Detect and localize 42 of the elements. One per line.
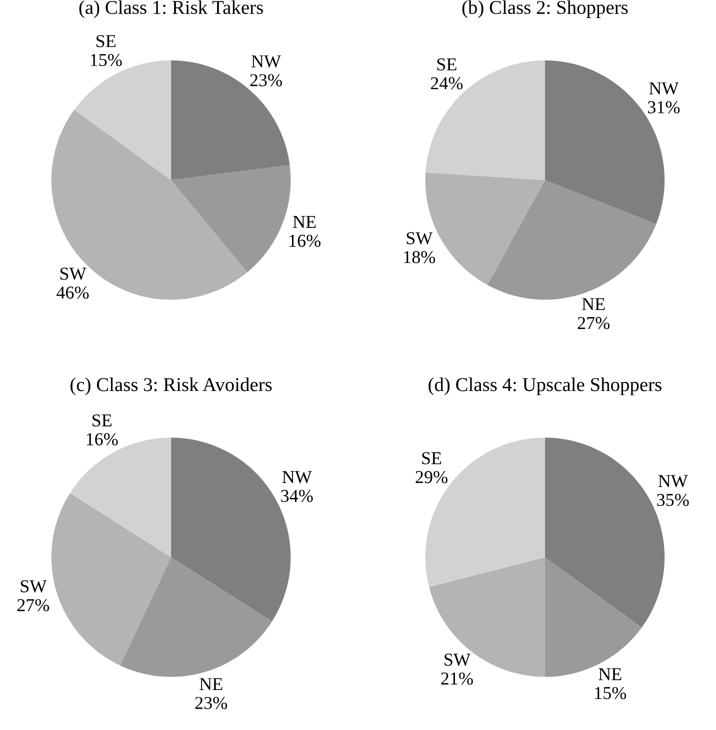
slice-label: NE bbox=[293, 216, 316, 228]
slice-label: SE bbox=[422, 452, 442, 464]
data-label: 15% bbox=[90, 54, 122, 66]
pie-slice bbox=[487, 180, 656, 300]
data-label: 23% bbox=[250, 74, 282, 86]
data-label: 24% bbox=[430, 77, 463, 90]
data-label: 34% bbox=[281, 490, 313, 502]
chart-title: (d) Class 4: Upscale Shoppers bbox=[428, 378, 662, 396]
chart-title: (c) Class 3: Risk Avoiders bbox=[70, 378, 272, 396]
chart-title: (a) Class 1: Risk Takers bbox=[79, 0, 263, 18]
slice-label: SW bbox=[20, 580, 47, 592]
slice-label: NW bbox=[282, 471, 312, 484]
slice-label: NE bbox=[582, 298, 605, 310]
pie-slice bbox=[51, 110, 248, 300]
data-label: 27% bbox=[578, 316, 610, 330]
slice-label: NW bbox=[649, 82, 679, 95]
slice-label: NE bbox=[598, 668, 622, 680]
data-label: 16% bbox=[86, 433, 118, 446]
pie-slice bbox=[426, 60, 545, 180]
slice-label: NW bbox=[251, 55, 281, 68]
slice-label: SW bbox=[60, 268, 86, 280]
data-label: 31% bbox=[648, 101, 680, 114]
chart-title: (b) Class 2: Shoppers bbox=[462, 0, 628, 18]
data-label: 27% bbox=[17, 599, 50, 612]
slice-label: NW bbox=[658, 475, 688, 488]
data-label: 23% bbox=[195, 696, 228, 710]
slice-label: NE bbox=[200, 678, 222, 690]
slice-label: SW bbox=[444, 654, 470, 666]
pie-slice bbox=[171, 165, 291, 272]
slice-label: SE bbox=[92, 414, 112, 426]
data-label: 16% bbox=[290, 234, 320, 247]
data-label: 15% bbox=[595, 686, 626, 700]
data-label: 46% bbox=[56, 286, 89, 299]
slice-label: SE bbox=[96, 35, 116, 48]
data-label: 18% bbox=[404, 251, 436, 264]
data-label: 21% bbox=[441, 672, 473, 685]
data-label: 35% bbox=[657, 494, 689, 506]
pie-slice bbox=[120, 557, 272, 677]
slice-label: SE bbox=[437, 58, 456, 70]
pie-slice bbox=[51, 493, 172, 666]
slice-label: SW bbox=[406, 232, 433, 244]
data-label: 29% bbox=[416, 471, 448, 484]
